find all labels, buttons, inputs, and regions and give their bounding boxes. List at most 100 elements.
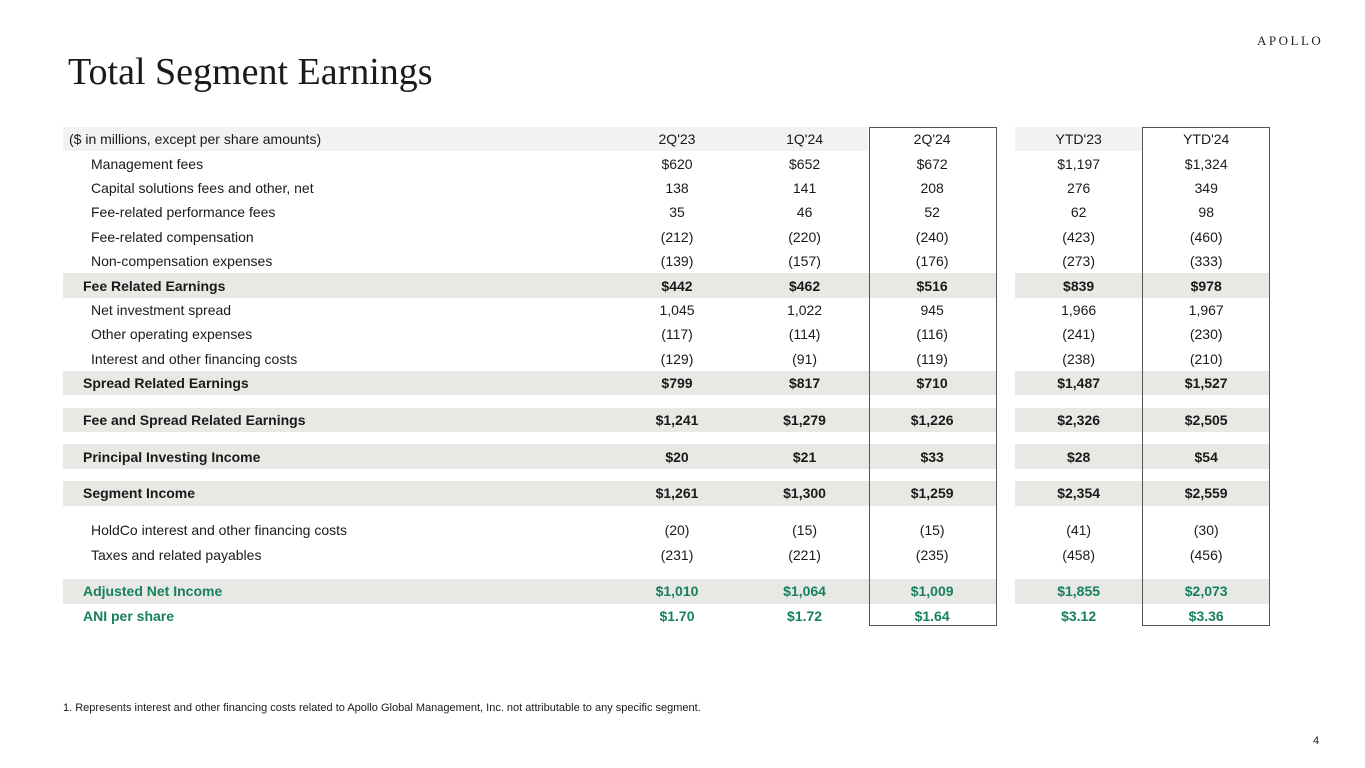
value-cell: 35 xyxy=(669,204,685,221)
value-cell: 349 xyxy=(1194,179,1218,196)
table-row: Management fees $620 $652 $672 $1,197 $1,324 xyxy=(63,151,1270,175)
value-cell: (157) xyxy=(788,253,821,270)
value-cell: $978 xyxy=(1142,273,1270,298)
table-row: Principal Investing Income $20 $21 $33 $28 $5… xyxy=(63,444,1270,469)
value-cell: (212) xyxy=(660,228,694,245)
value-cell: $1.72 xyxy=(787,607,823,624)
value-cell: $2,073 xyxy=(1142,579,1270,604)
value-cell: (91) xyxy=(792,350,818,367)
value-cell: $1,259 xyxy=(868,481,996,506)
value-cell: 2Q'23 xyxy=(613,127,741,152)
value-cell: $1,527 xyxy=(1142,370,1270,396)
value-cell: $462 xyxy=(740,273,869,298)
row-label: Principal Investing Income xyxy=(63,444,614,469)
table-row: Interest and other financing costs (129) (… xyxy=(63,347,1270,371)
value-cell: $1.64 xyxy=(914,607,950,624)
value-cell: 1,967 xyxy=(1188,301,1224,318)
value-cell: 141 xyxy=(792,179,817,196)
value-cell: $442 xyxy=(613,273,741,298)
row-label: Management fees xyxy=(91,155,204,172)
value-cell: $1,324 xyxy=(1184,155,1228,172)
page-number: 4 xyxy=(1313,735,1320,747)
value-cell: (241) xyxy=(1062,326,1095,343)
table-row: Adjusted Net Income $1,010 $1,064 $1,009 $1,… xyxy=(63,579,1270,604)
value-cell: (210) xyxy=(1189,350,1223,367)
value-cell: (41) xyxy=(1066,522,1092,539)
value-cell: $1,279 xyxy=(740,407,869,433)
value-cell: $839 xyxy=(1014,273,1143,298)
value-cell: $2,326 xyxy=(1014,407,1143,433)
value-cell: (235) xyxy=(915,546,949,563)
value-cell: $710 xyxy=(868,370,996,396)
row-label: Adjusted Net Income xyxy=(63,579,614,604)
value-cell: (333) xyxy=(1189,253,1223,270)
row-label: Fee Related Earnings xyxy=(63,273,614,298)
value-cell: 208 xyxy=(920,179,944,196)
row-label: Net investment spread xyxy=(91,301,232,318)
value-cell: (30) xyxy=(1193,522,1219,539)
page-title: Total Segment Earnings xyxy=(68,51,433,93)
value-cell: (220) xyxy=(788,228,821,245)
row-label: ($ in millions, except per share amounts… xyxy=(63,127,614,152)
value-cell: (114) xyxy=(788,326,821,343)
value-cell: (117) xyxy=(661,326,693,343)
column-spacer xyxy=(996,604,1015,628)
column-spacer xyxy=(996,273,1015,297)
row-label: Fee-related performance fees xyxy=(91,204,276,221)
value-cell: $817 xyxy=(740,370,869,396)
value-cell: $2,505 xyxy=(1142,407,1270,433)
value-cell: (231) xyxy=(660,546,694,563)
value-cell: (116) xyxy=(916,326,948,343)
column-spacer xyxy=(996,249,1015,273)
column-spacer xyxy=(996,481,1015,505)
value-cell: $2,559 xyxy=(1142,481,1270,506)
column-spacer xyxy=(996,347,1015,371)
row-label: Spread Related Earnings xyxy=(63,370,614,396)
value-cell: $3.12 xyxy=(1061,607,1097,624)
table-row: Segment Income $1,261 $1,300 $1,259 $2,354 $2… xyxy=(63,481,1270,506)
value-cell: $33 xyxy=(868,444,996,469)
column-spacer xyxy=(996,408,1015,432)
column-spacer xyxy=(996,225,1015,249)
row-label: HoldCo interest and other financing cost… xyxy=(91,522,348,539)
column-spacer xyxy=(996,444,1015,468)
column-spacer xyxy=(996,298,1015,322)
column-spacer xyxy=(996,322,1015,346)
value-cell: $1.70 xyxy=(659,607,695,624)
table-row: Fee Related Earnings $442 $462 $516 $839 $978 xyxy=(63,273,1270,298)
value-cell: $672 xyxy=(916,155,948,172)
value-cell: $1,010 xyxy=(613,579,741,604)
value-cell: $1,064 xyxy=(740,579,869,604)
column-spacer xyxy=(996,542,1015,566)
value-cell: 1,045 xyxy=(659,301,695,318)
value-cell: (15) xyxy=(919,522,945,539)
value-cell: $652 xyxy=(789,155,821,172)
row-label: Interest and other financing costs xyxy=(91,350,298,367)
table-row: Net investment spread 1,045 1,022 945 1,966 1… xyxy=(63,298,1270,322)
value-cell: $3.36 xyxy=(1188,607,1224,624)
table-row: ANI per share $1.70 $1.72 $1.64 $3.12 $3.36 xyxy=(63,604,1270,628)
value-cell: $1,487 xyxy=(1014,370,1143,396)
table-row: Spread Related Earnings $799 $817 $710 $1,48… xyxy=(63,370,1270,396)
value-cell: $2,354 xyxy=(1014,481,1143,506)
value-cell: (238) xyxy=(1062,350,1095,367)
table-row: HoldCo interest and other financing cost… xyxy=(63,518,1270,542)
row-label: Fee-related compensation xyxy=(91,228,254,245)
table-row: Fee-related compensation (212) (220) (240) (… xyxy=(63,225,1270,249)
row-label: Taxes and related payables xyxy=(91,546,262,563)
value-cell: $1,009 xyxy=(868,579,996,604)
apollo-logo: APOLLO xyxy=(1257,33,1324,48)
value-cell: 46 xyxy=(796,204,813,221)
value-cell: 1,022 xyxy=(787,301,823,318)
value-cell: 276 xyxy=(1066,179,1091,196)
value-cell: $1,241 xyxy=(613,407,741,433)
value-cell: (15) xyxy=(792,522,818,539)
table-row: Taxes and related payables (231) (221) (235… xyxy=(63,542,1270,566)
row-label: Other operating expenses xyxy=(91,326,253,343)
table-row: Non-compensation expenses (139) (157) (176)… xyxy=(63,249,1270,273)
row-label: Non-compensation expenses xyxy=(91,253,273,270)
table-row: Other operating expenses (117) (114) (116) (… xyxy=(63,322,1270,346)
value-cell: YTD'24 xyxy=(1183,131,1230,148)
value-cell: $1,261 xyxy=(613,481,741,506)
table-row: Capital solutions fees and other, net 138… xyxy=(63,176,1270,200)
